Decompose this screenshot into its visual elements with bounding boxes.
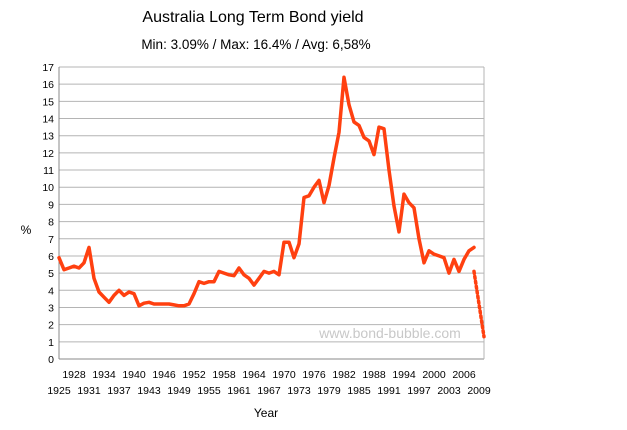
y-tick-label: 6	[48, 251, 54, 263]
x-tick-label: 2003	[437, 385, 461, 397]
x-tick-label: 1937	[107, 385, 131, 397]
chart-title: Australia Long Term Bond yield	[142, 9, 363, 26]
y-tick-label: 5	[48, 268, 54, 280]
x-tick-label: 1967	[257, 385, 281, 397]
y-tick-label: 2	[48, 320, 54, 332]
y-tick-label: 16	[42, 79, 54, 91]
watermark: www.bond-bubble.com	[318, 325, 461, 341]
x-tick-label: 1943	[137, 385, 161, 397]
x-axis-label: Year	[254, 406, 278, 420]
x-tick-label: 2009	[467, 385, 491, 397]
x-tick-label: 1925	[47, 385, 71, 397]
y-tick-label: 0	[48, 354, 54, 366]
x-tick-label: 1955	[197, 385, 221, 397]
y-tick-label: 17	[42, 62, 54, 74]
grid	[59, 66, 484, 343]
x-tick-label: 1991	[377, 385, 401, 397]
x-tick-label: 1994	[392, 369, 416, 381]
x-tick-label: 2000	[422, 369, 446, 381]
x-tick-label: 1949	[167, 385, 191, 397]
y-tick-label: 11	[43, 165, 54, 177]
x-tick-label: 1985	[347, 385, 371, 397]
x-tick-label: 1973	[287, 385, 311, 397]
y-tick-label: 9	[48, 199, 54, 211]
y-tick-label: 8	[48, 217, 54, 229]
x-tick-label: 1934	[92, 369, 116, 381]
x-axis-ticks: 1928 1934 1940 1946 1952 1958 1964 1970 1976 1982…	[47, 369, 491, 397]
x-tick-label: 1970	[272, 369, 296, 381]
x-tick-label: 1928	[62, 369, 86, 381]
x-tick-label: 1964	[242, 369, 266, 381]
x-tick-label: 1946	[152, 369, 176, 381]
y-tick-label: 1	[48, 337, 54, 349]
x-tick-label: 2006	[452, 369, 476, 381]
x-tick-label: 1982	[332, 369, 356, 381]
chart-subtitle: Min: 3.09% / Max: 16.4% / Avg: 6,58%	[141, 37, 370, 52]
y-tick-label: 4	[48, 285, 54, 297]
x-tick-label: 1958	[212, 369, 236, 381]
y-tick-label: 10	[42, 182, 54, 194]
axes	[58, 67, 485, 360]
x-tick-label: 1997	[407, 385, 431, 397]
y-tick-label: 12	[42, 148, 54, 160]
y-tick-label: 14	[42, 114, 54, 126]
yield-series-line	[57, 75, 476, 308]
x-tick-label: 1940	[122, 369, 146, 381]
yield-extrapolation-line	[472, 269, 486, 339]
y-tick-label: 13	[42, 131, 54, 143]
x-tick-label: 1988	[362, 369, 386, 381]
x-tick-label: 1979	[317, 385, 341, 397]
y-tick-label: 15	[42, 96, 54, 108]
x-tick-label: 1952	[182, 369, 206, 381]
y-tick-label: 7	[48, 234, 54, 246]
x-tick-label: 1961	[227, 385, 251, 397]
x-tick-label: 1931	[77, 385, 101, 397]
y-tick-label: 3	[48, 302, 54, 314]
y-axis-label: %	[21, 223, 32, 237]
x-tick-label: 1976	[302, 369, 326, 381]
series-group	[57, 75, 486, 339]
